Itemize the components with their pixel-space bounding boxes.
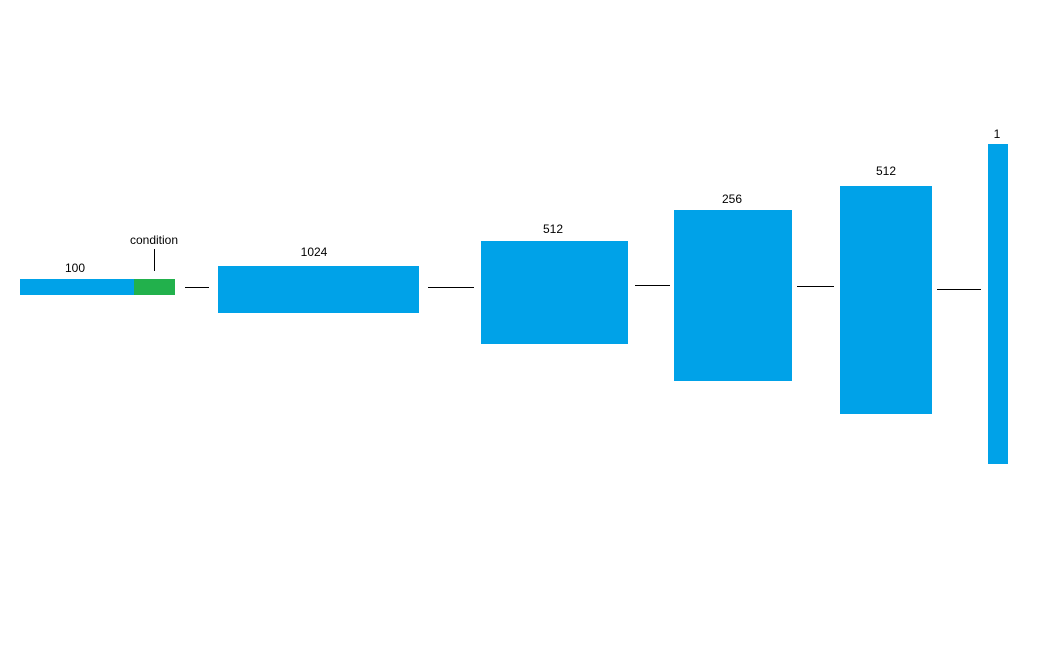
layer-4-block [840, 186, 932, 414]
connector-4 [797, 286, 834, 287]
layer-3-label: 256 [721, 192, 743, 206]
layer-4-label: 512 [875, 164, 897, 178]
input-vector [20, 279, 134, 295]
connector-5 [937, 289, 981, 290]
input-size-label: 100 [64, 261, 86, 275]
output-label: 1 [993, 127, 1001, 141]
layer-2-block [481, 241, 628, 344]
condition-pointer [154, 249, 155, 271]
layer-1-label: 1024 [300, 245, 328, 259]
condition-label: condition [129, 233, 179, 247]
layer-3-block [674, 210, 792, 381]
output-block [988, 144, 1008, 464]
condition-segment [134, 279, 175, 295]
connector-3 [635, 285, 670, 286]
layer-1-block [218, 266, 419, 313]
connector-2 [428, 287, 474, 288]
layer-2-label: 512 [542, 222, 564, 236]
connector-1 [185, 287, 209, 288]
